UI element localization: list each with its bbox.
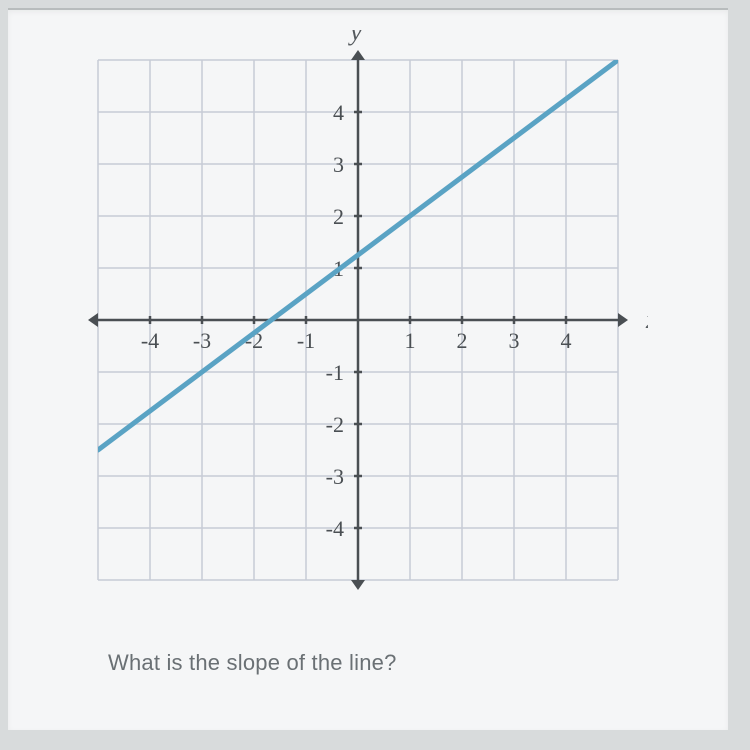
svg-text:3: 3 [333,152,344,177]
screenshot-frame: -4-3-2-11234-4-3-2-11234xy What is the s… [0,0,750,750]
coordinate-grid-chart: -4-3-2-11234-4-3-2-11234xy [68,30,648,610]
svg-text:3: 3 [509,328,520,353]
question-text: What is the slope of the line? [108,650,397,676]
svg-text:2: 2 [457,328,468,353]
svg-text:4: 4 [561,328,572,353]
svg-text:2: 2 [333,204,344,229]
svg-text:-4: -4 [326,516,344,541]
svg-text:-2: -2 [326,412,344,437]
paper-area: -4-3-2-11234-4-3-2-11234xy What is the s… [8,8,728,730]
svg-text:4: 4 [333,100,344,125]
svg-text:-3: -3 [326,464,344,489]
svg-text:-4: -4 [141,328,159,353]
svg-text:-3: -3 [193,328,211,353]
svg-text:x: x [645,305,648,334]
svg-text:-1: -1 [326,360,344,385]
svg-text:y: y [347,30,362,46]
svg-text:-1: -1 [297,328,315,353]
svg-text:1: 1 [405,328,416,353]
